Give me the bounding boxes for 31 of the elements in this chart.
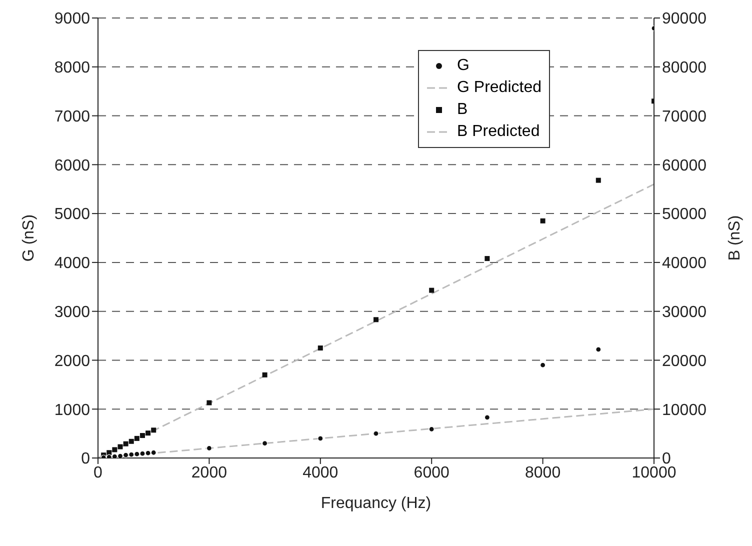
y2-tick-label: 50000 (662, 206, 707, 224)
legend-label: G (457, 57, 470, 75)
legend-label: B (457, 101, 468, 119)
y-tick-label: 0 (81, 450, 90, 468)
x-tick-label: 0 (94, 464, 103, 482)
x-tick-label: 6000 (414, 464, 450, 482)
y2-tick-label: 70000 (662, 108, 707, 126)
y2-tick-label: 20000 (662, 352, 707, 370)
legend-label: B Predicted (457, 123, 540, 141)
y-axis-title: G (nS) (20, 214, 38, 262)
y-tick-label: 8000 (54, 60, 90, 77)
y-tick-label: 3000 (54, 304, 90, 322)
y-tick-label: 1000 (54, 402, 90, 419)
legend-label: G Predicted (457, 79, 542, 97)
y2-tick-label: 90000 (662, 10, 707, 28)
y2-tick-label: 80000 (662, 60, 707, 77)
y2-tick-label: 10000 (662, 402, 707, 419)
y2-tick-label: 40000 (662, 255, 707, 272)
y-tick-label: 7000 (54, 108, 90, 126)
y-tick-label: 6000 (54, 157, 90, 174)
y2-axis-title: B (nS) (726, 215, 744, 261)
y2-tick-label: 30000 (662, 304, 707, 322)
y-tick-label: 5000 (54, 206, 90, 224)
x-axis-title: Frequancy (Hz) (320, 495, 432, 512)
y-tick-label: 4000 (54, 255, 90, 272)
y2-tick-label: 60000 (662, 157, 707, 174)
y-tick-label: 2000 (54, 352, 90, 370)
x-tick-label: 2000 (191, 464, 228, 482)
y-tick-label: 9000 (54, 10, 90, 28)
x-tick-label: 4000 (302, 464, 338, 482)
x-tick-label: 8000 (525, 464, 561, 482)
